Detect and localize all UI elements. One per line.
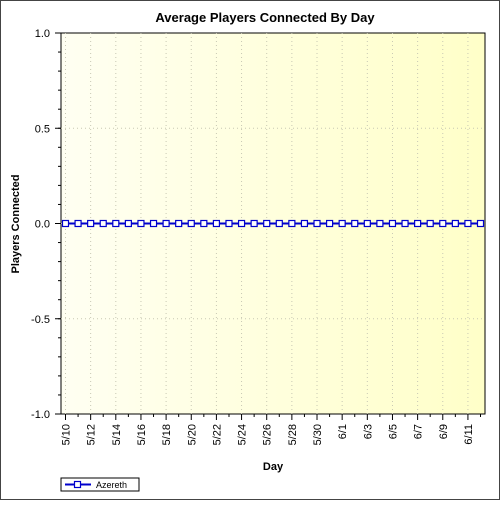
data-point [250,219,258,228]
data-point [99,219,107,228]
y-tick-label: 0.5 [35,123,50,135]
legend-label: Azereth [96,480,127,490]
data-point [414,219,422,228]
x-tick-label: 5/16 [136,424,148,445]
data-point [263,219,271,228]
data-point [363,219,371,228]
x-tick-label: 6/9 [438,424,450,439]
data-point [464,219,472,228]
data-point [162,219,170,228]
data-point [175,219,183,228]
data-point [149,219,158,228]
x-tick-label: 5/20 [186,424,198,445]
x-tick-label: 6/7 [413,424,425,439]
data-point [300,219,309,228]
y-axis-label: Players Connected [10,174,22,273]
x-tick-label: 5/26 [262,424,274,445]
data-point [401,219,409,228]
data-point [351,219,359,228]
x-tick-label: 6/5 [387,424,399,439]
x-tick-label: 6/3 [362,424,374,439]
y-axis: 1.0 0.5 0.0 -0.5 -1.0 [31,28,61,421]
data-point [338,219,346,228]
legend-marker-swatch [73,480,82,489]
data-point [313,219,321,228]
x-tick-label: 6/11 [463,424,475,445]
y-tick-label: 1.0 [35,28,50,40]
data-point [451,219,459,228]
x-tick-label: 5/28 [287,424,299,445]
data-point [200,219,208,228]
data-point [74,219,82,228]
y-tick-label: -0.5 [31,314,50,326]
x-tick-label: 5/24 [237,424,249,445]
data-point [124,219,132,228]
data-point [112,219,120,228]
legend: Azereth [60,477,140,492]
data-point [275,219,283,228]
data-point [325,219,334,228]
x-tick-label: 5/22 [211,424,223,445]
data-point [137,219,145,228]
x-axis: 5/10 5/12 5/14 5/16 5/18 5/20 5/22 5/24 5/26 5/28… [61,414,481,445]
chart-title: Average Players Connected By Day [155,10,375,25]
x-axis-label: Day [263,461,284,473]
data-point [426,219,434,228]
data-point [388,219,397,228]
data-point [87,219,95,228]
data-point [439,219,447,228]
data-point [237,219,246,228]
x-tick-label: 6/1 [337,424,349,439]
x-tick-label: 5/14 [111,424,123,445]
x-tick-label: 5/30 [312,424,324,445]
y-tick-label: -1.0 [31,409,50,421]
data-point [212,219,221,228]
x-tick-label: 5/12 [86,424,98,445]
x-tick-label: 5/10 [61,424,73,445]
data-point [376,219,384,228]
data-point [476,219,485,228]
data-point [187,219,195,228]
data-point [61,219,70,228]
data-point [225,219,233,228]
data-point [288,219,296,228]
series-layer [61,219,485,228]
x-tick-label: 5/18 [161,424,173,445]
y-tick-label: 0.0 [35,219,50,231]
